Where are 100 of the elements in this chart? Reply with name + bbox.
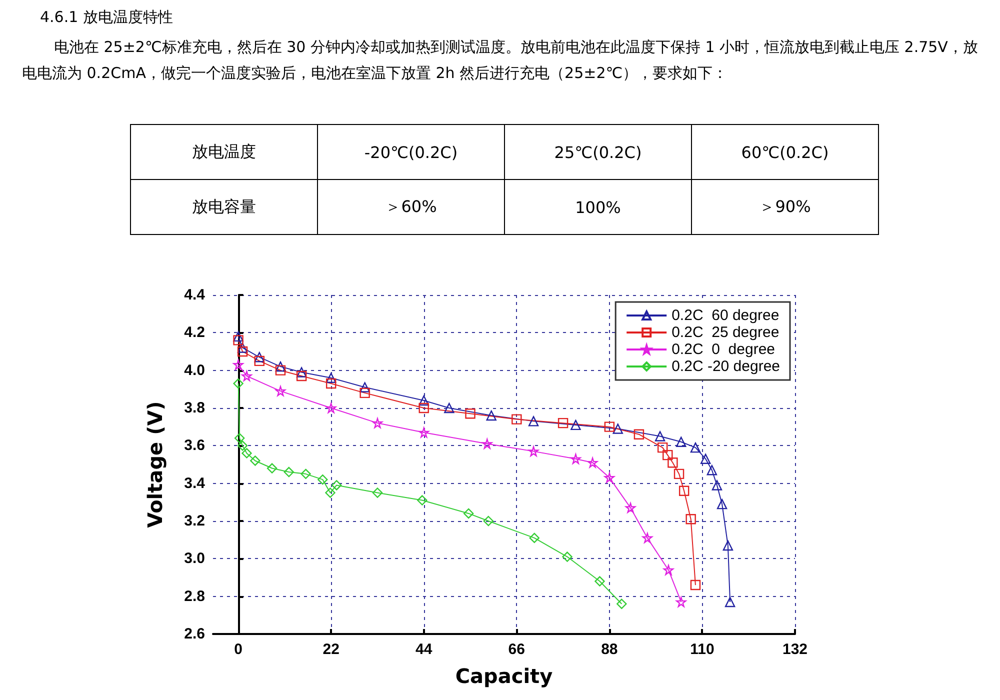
point xyxy=(706,465,718,476)
point xyxy=(237,342,248,353)
point xyxy=(250,456,260,466)
point xyxy=(242,448,252,458)
point xyxy=(616,598,627,609)
y-tick-label: 3.6 xyxy=(184,437,205,454)
point xyxy=(233,335,244,346)
y-tick-label: 3.0 xyxy=(184,550,205,568)
x-tick-label: 44 xyxy=(416,641,433,658)
point xyxy=(418,427,429,438)
point xyxy=(465,408,476,419)
point xyxy=(418,402,429,414)
text: -20℃(0.2C) xyxy=(318,124,504,180)
text: 4.6.1 放电温度特性 xyxy=(40,8,173,27)
point xyxy=(528,446,539,456)
point xyxy=(528,416,539,426)
text: 25℃(0.2C) xyxy=(504,124,692,180)
point xyxy=(625,502,636,513)
point xyxy=(234,433,245,444)
point xyxy=(331,480,342,490)
y-tick-label: 3.2 xyxy=(184,512,205,530)
point xyxy=(463,508,474,519)
point xyxy=(690,580,701,590)
point xyxy=(372,418,383,428)
point xyxy=(318,474,328,485)
point xyxy=(690,442,701,453)
point xyxy=(570,420,581,430)
point xyxy=(266,463,278,474)
point xyxy=(360,388,370,398)
point xyxy=(444,402,454,414)
point xyxy=(486,410,496,421)
text: ＞60% xyxy=(318,180,504,234)
legend-label: 0.2C 0 degree xyxy=(672,341,775,358)
x-tick-label: 110 xyxy=(690,641,714,658)
point xyxy=(417,495,428,506)
point xyxy=(482,438,492,449)
y-tick-label: 4.2 xyxy=(184,324,205,342)
point xyxy=(642,532,652,544)
point xyxy=(587,458,598,468)
point xyxy=(686,514,696,524)
point xyxy=(678,486,690,496)
text: 电池在 25±2℃标准充电，然后在 30 分钟内冷却或加热到测试温度。放电前电池在此温度下保持 1 小时，恒流放电到截止电压 2.75V，放电电流为 0.2CmA，做完一个温度实验后，电池在室温下放置 2h 然后进行充电（25±2℃），要求如下： xyxy=(22,37,979,84)
legend-label: 0.2C -20 degree xyxy=(672,358,780,375)
point xyxy=(594,576,605,586)
point xyxy=(634,429,644,440)
point xyxy=(326,378,336,389)
point xyxy=(662,450,673,460)
point xyxy=(604,472,615,483)
point xyxy=(674,468,684,480)
point xyxy=(237,440,248,451)
y-tick-label: 2.6 xyxy=(184,626,205,642)
point xyxy=(676,596,686,608)
y-tick-label: 3.4 xyxy=(184,474,206,492)
point xyxy=(326,372,336,383)
legend-label: 0.2C 60 degree xyxy=(672,307,780,324)
point xyxy=(558,418,568,428)
x-axis-title: Capacity xyxy=(455,664,553,688)
point xyxy=(654,431,666,442)
point xyxy=(242,370,252,382)
point xyxy=(325,488,336,498)
y-tick-label: 4.4 xyxy=(184,286,206,304)
point xyxy=(237,346,248,357)
point xyxy=(724,596,736,608)
point xyxy=(512,414,522,424)
x-tick-label: 132 xyxy=(782,641,808,658)
point xyxy=(372,488,383,498)
point xyxy=(360,382,370,392)
point xyxy=(722,540,734,551)
x-tick-label: 22 xyxy=(322,641,340,658)
y-tick-label: 2.8 xyxy=(184,588,205,605)
point xyxy=(570,454,581,464)
x-tick-label: 88 xyxy=(601,641,618,658)
point xyxy=(275,365,286,376)
point xyxy=(233,378,244,389)
point xyxy=(418,395,429,406)
text: 100% xyxy=(504,180,692,234)
point xyxy=(233,331,244,342)
point xyxy=(668,458,678,468)
x-tick-label: 66 xyxy=(508,641,525,658)
point xyxy=(612,424,623,434)
point xyxy=(275,361,286,372)
text: 放电温度 xyxy=(130,124,318,180)
y-tick-label: 4.0 xyxy=(184,362,205,379)
point xyxy=(700,454,711,464)
point xyxy=(712,480,722,490)
point xyxy=(676,436,686,447)
x-tick-label: 0 xyxy=(234,641,242,658)
point xyxy=(483,516,494,526)
y-axis-title: Voltage (V) xyxy=(143,401,167,528)
text: ＞90% xyxy=(692,180,878,234)
point xyxy=(275,386,286,396)
point xyxy=(284,466,294,478)
point xyxy=(657,442,668,453)
point xyxy=(562,552,572,562)
point xyxy=(604,422,615,432)
point xyxy=(663,564,674,576)
point xyxy=(254,352,264,362)
text: 60℃(0.2C) xyxy=(692,124,878,180)
point xyxy=(716,498,728,510)
point xyxy=(296,367,307,378)
